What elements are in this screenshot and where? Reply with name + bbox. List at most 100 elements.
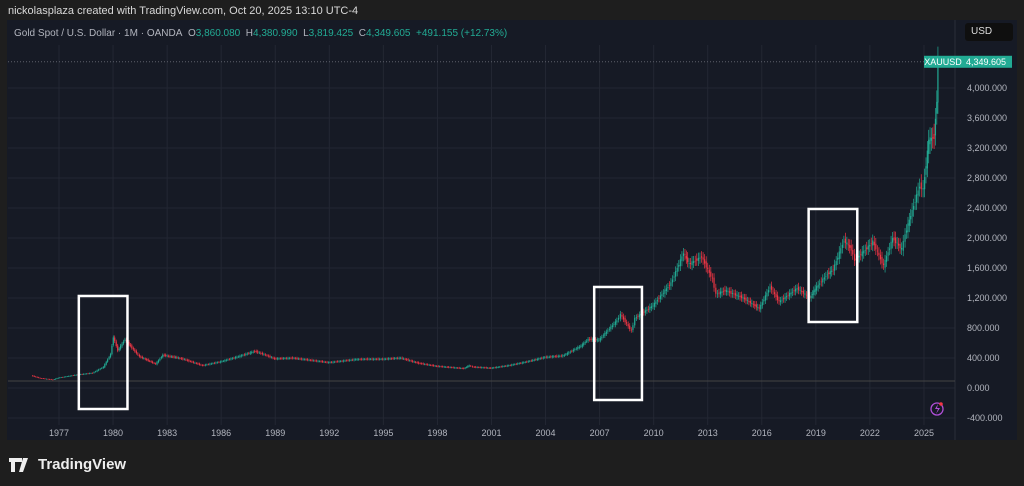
- candle-body: [317, 360, 319, 362]
- logo-text: TradingView: [38, 456, 127, 473]
- candle-body: [121, 343, 123, 347]
- candle-body: [811, 294, 814, 295]
- candle-body: [622, 316, 625, 320]
- candle-body: [746, 300, 749, 301]
- candle-body: [329, 362, 331, 363]
- candle-body: [36, 376, 38, 378]
- y-tick-label: 2,000.000: [967, 233, 1007, 243]
- candle-body: [421, 363, 423, 364]
- x-tick-label: 1995: [373, 428, 393, 438]
- candle-body: [533, 359, 535, 361]
- candle-body: [248, 353, 250, 354]
- candle-body: [511, 364, 513, 366]
- candle-body: [397, 357, 399, 359]
- candle-body: [221, 361, 223, 362]
- candle-body: [590, 338, 592, 340]
- candle-body: [819, 283, 821, 285]
- candle-body: [778, 300, 780, 302]
- candle-body: [33, 375, 35, 377]
- candle-body: [264, 354, 267, 356]
- candle-body: [197, 363, 199, 365]
- candle-body: [143, 358, 145, 359]
- candle-body: [846, 242, 848, 245]
- candle-body: [581, 344, 583, 347]
- candle-body: [679, 259, 681, 267]
- candle-body: [275, 358, 277, 360]
- candle-body: [257, 351, 259, 353]
- candle-body: [147, 359, 149, 361]
- candle-body: [725, 290, 728, 292]
- candle-body: [805, 294, 808, 296]
- candle-body: [69, 375, 71, 377]
- candle-body: [491, 367, 493, 369]
- candle-body: [302, 359, 304, 360]
- candle-body: [763, 299, 765, 302]
- x-tick-label: 1983: [157, 428, 177, 438]
- last-price-tag-bg: [962, 55, 1012, 68]
- candle-body: [344, 360, 346, 362]
- candle-body: [135, 350, 137, 354]
- candle-body: [412, 360, 414, 362]
- candle-body: [664, 289, 666, 294]
- candle-body: [863, 250, 865, 254]
- candle-body: [465, 367, 468, 368]
- candle-body: [799, 290, 801, 291]
- candle-body: [847, 244, 849, 246]
- candle-body: [572, 349, 574, 352]
- candle-body: [153, 363, 155, 364]
- candle-body: [359, 359, 361, 360]
- candle-body: [137, 353, 139, 355]
- candle-body: [422, 363, 424, 365]
- candle-body: [804, 293, 806, 295]
- candle-body: [311, 359, 313, 361]
- candle-body: [598, 339, 600, 341]
- candle-body: [791, 291, 794, 293]
- candle-body: [225, 359, 228, 361]
- candle-body: [670, 282, 672, 286]
- candle-body: [897, 243, 900, 246]
- candle-body: [649, 306, 651, 310]
- candle-body: [520, 363, 522, 364]
- x-tick-label: 2001: [481, 428, 501, 438]
- candle-body: [246, 353, 248, 355]
- candle-body: [766, 292, 768, 297]
- candle-body: [925, 166, 927, 175]
- candle-body: [595, 339, 597, 341]
- highlight-rectangle: [77, 294, 129, 411]
- candle-body: [899, 244, 901, 249]
- candle-body: [749, 300, 751, 304]
- candle-body: [315, 360, 318, 362]
- candle-body: [379, 358, 381, 360]
- candle-body: [288, 358, 291, 359]
- candle-body: [896, 242, 898, 244]
- candle-body: [767, 290, 770, 293]
- candle-body: [718, 292, 720, 294]
- candle-body: [84, 373, 86, 375]
- candle-body: [141, 356, 143, 359]
- y-tick-label: 0.000: [967, 383, 990, 393]
- lightning-icon: [930, 402, 944, 416]
- candle-body: [360, 358, 363, 360]
- candle-body: [580, 346, 582, 347]
- candle-body: [299, 358, 301, 360]
- candle-body: [167, 355, 170, 357]
- y-tick-label: 3,600.000: [967, 113, 1007, 123]
- candle-body: [565, 354, 567, 355]
- candle-body: [569, 351, 571, 353]
- candle-body: [894, 237, 897, 244]
- candle-body: [442, 366, 444, 368]
- candle-body: [834, 264, 836, 271]
- candle-body: [287, 357, 289, 359]
- currency-button[interactable]: USD: [965, 23, 1013, 41]
- candle-body: [813, 290, 815, 295]
- candle-body: [233, 357, 235, 359]
- candle-body: [377, 358, 379, 360]
- candle-body: [473, 366, 475, 368]
- candle-body: [293, 358, 295, 359]
- candle-body: [514, 364, 516, 365]
- candle-body: [308, 359, 310, 361]
- candle-body: [503, 366, 505, 367]
- chart-panel[interactable]: [7, 20, 1017, 440]
- candle-body: [822, 278, 824, 283]
